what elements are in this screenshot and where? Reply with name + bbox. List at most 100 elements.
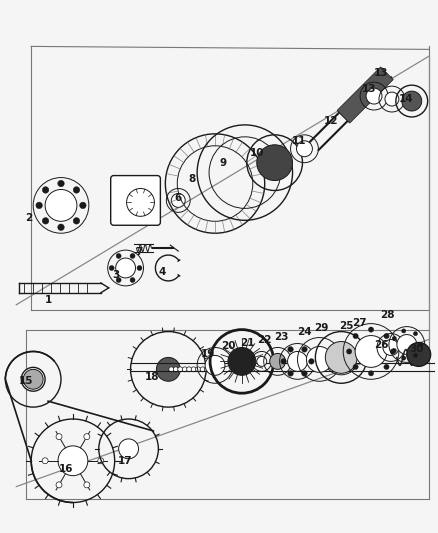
Circle shape <box>228 348 256 375</box>
Circle shape <box>58 180 64 187</box>
Circle shape <box>368 370 374 376</box>
Circle shape <box>109 265 114 270</box>
Text: 13: 13 <box>362 84 376 94</box>
Circle shape <box>383 340 399 356</box>
Circle shape <box>42 217 49 224</box>
Circle shape <box>73 187 80 193</box>
Circle shape <box>309 359 314 364</box>
Circle shape <box>392 336 396 341</box>
Text: 25: 25 <box>339 321 353 330</box>
Circle shape <box>42 458 48 464</box>
Circle shape <box>80 202 86 208</box>
Circle shape <box>257 357 267 366</box>
Circle shape <box>402 356 406 360</box>
Text: 3: 3 <box>112 270 119 280</box>
Circle shape <box>156 358 180 381</box>
Circle shape <box>42 187 49 193</box>
Circle shape <box>297 141 312 157</box>
Text: 5: 5 <box>127 193 134 204</box>
Text: 19: 19 <box>201 350 215 359</box>
Text: 21: 21 <box>240 337 255 348</box>
Circle shape <box>178 367 183 372</box>
Circle shape <box>288 370 293 376</box>
Text: 17: 17 <box>118 456 133 466</box>
Text: 11: 11 <box>292 136 307 146</box>
Text: 8: 8 <box>188 174 196 183</box>
Circle shape <box>119 439 138 459</box>
Circle shape <box>73 217 80 224</box>
Circle shape <box>413 332 417 336</box>
Circle shape <box>402 91 422 111</box>
Circle shape <box>56 482 62 488</box>
Circle shape <box>58 224 64 231</box>
Circle shape <box>402 329 406 333</box>
Circle shape <box>302 370 307 376</box>
Text: 12: 12 <box>324 116 339 126</box>
Circle shape <box>23 369 43 389</box>
Circle shape <box>270 353 286 369</box>
Circle shape <box>84 434 90 440</box>
Text: 30: 30 <box>410 344 424 354</box>
Circle shape <box>205 356 225 375</box>
Text: 15: 15 <box>19 376 33 386</box>
Circle shape <box>209 367 214 372</box>
Polygon shape <box>337 67 393 123</box>
Circle shape <box>169 367 174 372</box>
Circle shape <box>307 346 332 373</box>
Circle shape <box>353 333 358 338</box>
Circle shape <box>191 367 196 372</box>
Text: 24: 24 <box>297 327 312 336</box>
Circle shape <box>182 367 187 372</box>
FancyBboxPatch shape <box>111 175 160 225</box>
Circle shape <box>288 346 293 352</box>
Circle shape <box>346 349 352 354</box>
Text: 28: 28 <box>380 310 394 320</box>
Text: 2: 2 <box>25 213 33 223</box>
Text: 10: 10 <box>250 148 264 158</box>
Circle shape <box>116 258 135 278</box>
Circle shape <box>127 189 155 216</box>
Text: 6: 6 <box>175 193 182 204</box>
Circle shape <box>45 190 77 221</box>
Text: 23: 23 <box>274 332 289 342</box>
Text: 14: 14 <box>399 94 413 104</box>
Circle shape <box>288 351 307 372</box>
Circle shape <box>130 278 135 282</box>
Circle shape <box>325 342 357 373</box>
Circle shape <box>137 265 142 270</box>
Circle shape <box>130 253 135 259</box>
Circle shape <box>84 482 90 488</box>
Text: 9: 9 <box>219 158 226 168</box>
Text: 1: 1 <box>45 295 52 305</box>
Circle shape <box>173 367 178 372</box>
Circle shape <box>368 327 374 332</box>
Circle shape <box>384 333 389 338</box>
Circle shape <box>302 346 307 352</box>
Circle shape <box>200 367 205 372</box>
Circle shape <box>196 367 201 372</box>
Circle shape <box>36 202 42 208</box>
Circle shape <box>355 336 387 367</box>
Circle shape <box>218 367 223 372</box>
Circle shape <box>281 359 286 364</box>
Circle shape <box>384 364 389 369</box>
Circle shape <box>407 343 431 366</box>
Circle shape <box>397 335 417 354</box>
Text: 20: 20 <box>221 342 235 351</box>
Circle shape <box>56 434 62 440</box>
Circle shape <box>98 458 104 464</box>
Text: 22: 22 <box>258 335 272 344</box>
Circle shape <box>187 367 192 372</box>
Circle shape <box>257 145 293 181</box>
Circle shape <box>419 342 423 346</box>
Circle shape <box>21 367 45 391</box>
Text: 13: 13 <box>374 68 388 78</box>
Text: 18: 18 <box>145 372 160 382</box>
Circle shape <box>205 367 209 372</box>
Text: 4: 4 <box>159 267 166 277</box>
Circle shape <box>385 92 399 106</box>
Text: 29: 29 <box>314 322 328 333</box>
Circle shape <box>392 349 396 353</box>
Circle shape <box>353 364 358 369</box>
Text: 16: 16 <box>59 464 73 474</box>
